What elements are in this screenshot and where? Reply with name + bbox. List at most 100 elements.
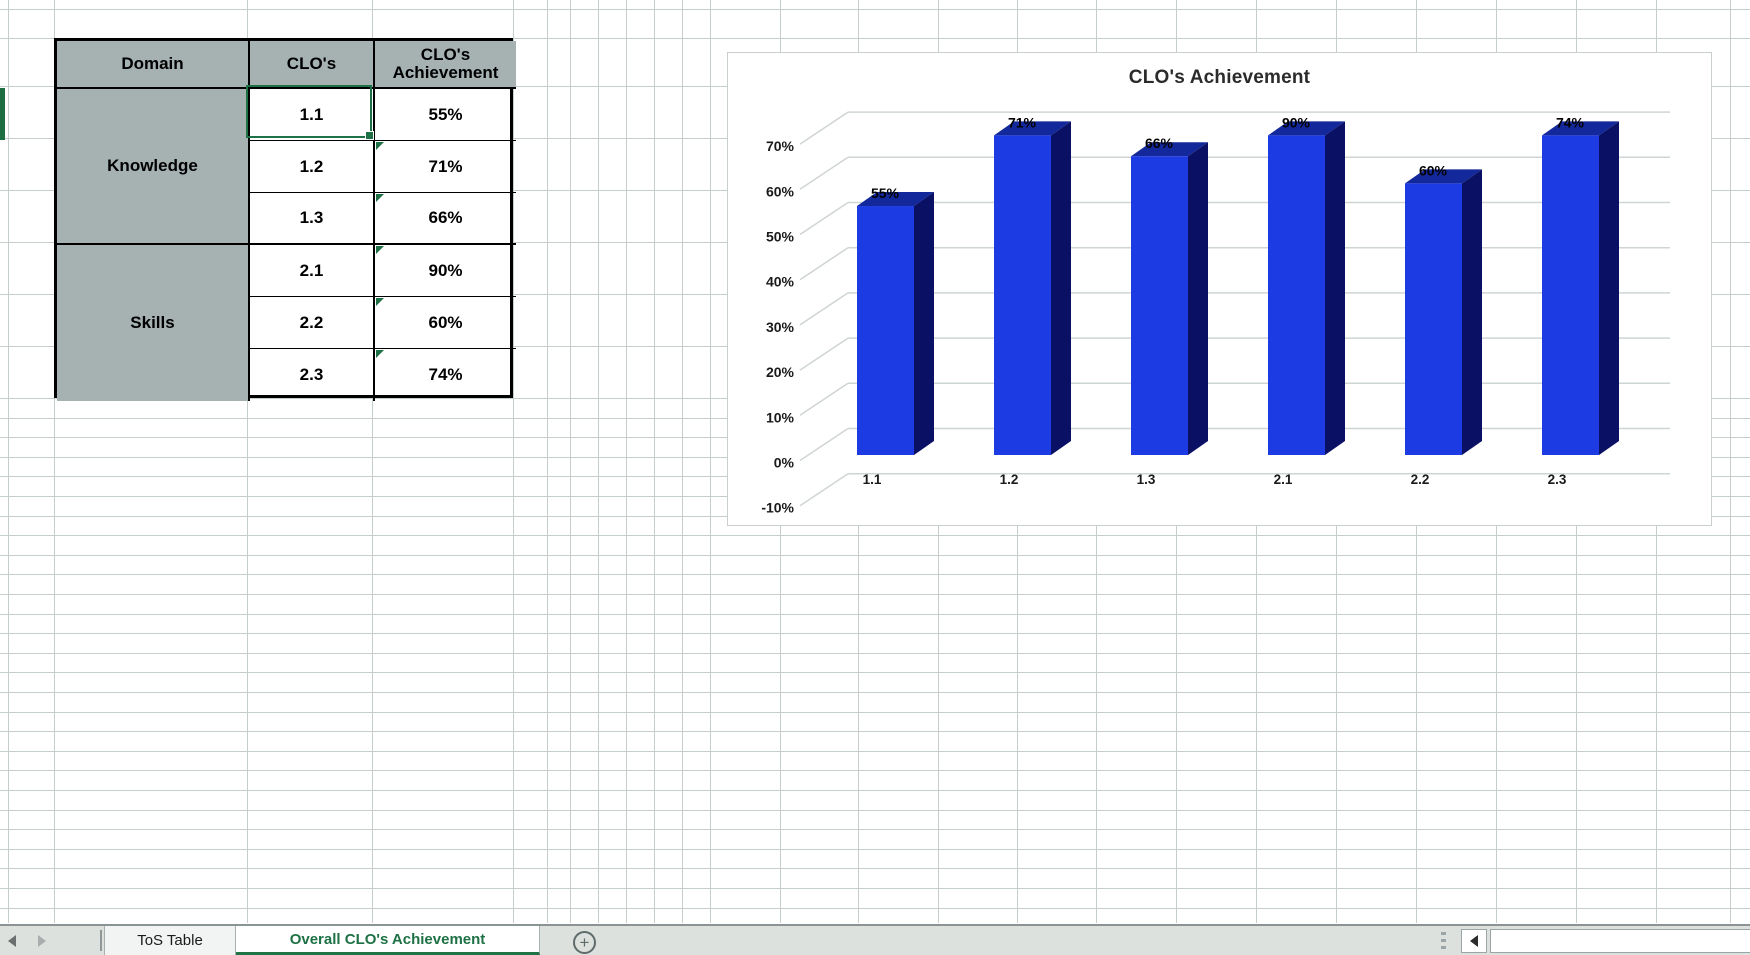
y-axis-tick-label: 10% (766, 409, 795, 425)
formula-warning-triangle-icon (376, 298, 384, 306)
horizontal-scrollbar[interactable] (1490, 929, 1750, 953)
grid-column-line (598, 0, 599, 923)
achievement-cell-1.2[interactable]: 71% (375, 141, 516, 193)
y-axis-tick-label: 20% (766, 364, 795, 380)
y-axis-tick-label: -10% (761, 500, 794, 516)
grid-column-line (626, 0, 627, 923)
grid-row-line (0, 613, 1750, 615)
achievement-cell-2.1[interactable]: 90% (375, 245, 516, 297)
achievement-cell-2.2[interactable]: 60% (375, 297, 516, 349)
formula-warning-triangle-icon (376, 350, 384, 358)
grid-row-line (0, 848, 1750, 850)
y-axis-tick-label: 40% (766, 274, 795, 290)
domain-cell-skills[interactable]: Skills (57, 245, 250, 401)
grid-row-line (0, 809, 1750, 811)
grid-column-line (372, 0, 373, 923)
clo-achievement-chart[interactable]: CLO's Achievement 70% 60% 50% 40% 30% 20% 10% 0… (727, 52, 1712, 526)
left-triangle-icon (1470, 935, 1478, 947)
formula-warning-triangle-icon (376, 246, 384, 254)
grid-row-line (0, 652, 1750, 654)
grid-row-line (0, 770, 1750, 772)
bar-1.1 (857, 206, 914, 455)
chart-title: CLO's Achievement (1128, 67, 1311, 88)
achievement-cell-1.3[interactable]: 66% (375, 193, 516, 245)
grid-row-line (0, 829, 1750, 831)
grid-row-line (0, 633, 1750, 635)
grid-row-line (0, 594, 1750, 595)
sheet-tab-tos-table[interactable]: ToS Table (104, 926, 236, 955)
grid-row-line (0, 750, 1750, 752)
clo-cell-1.2[interactable]: 1.2 (250, 141, 375, 193)
x-axis-category-label: 1.2 (1000, 472, 1019, 487)
tabbar-resize-grip-icon[interactable] (1441, 932, 1446, 951)
x-axis-category-label: 2.2 (1411, 472, 1430, 487)
grid-row-line (0, 790, 1750, 791)
formula-warning-triangle-icon (376, 194, 384, 202)
table-header-3[interactable]: CLO's Achievement (375, 41, 516, 89)
clo-cell-1.3[interactable]: 1.3 (250, 193, 375, 245)
grid-row-line (0, 672, 1750, 674)
previous-sheet-arrow-icon[interactable] (8, 935, 16, 947)
bar-1.3 (1131, 156, 1188, 455)
formula-warning-triangle-icon (376, 142, 384, 150)
grid-column-line (570, 0, 571, 923)
tab-separator (100, 930, 102, 951)
x-axis-category-label: 1.1 (863, 472, 882, 487)
table-header-2[interactable]: CLO's (250, 41, 375, 89)
grid-column-line (682, 0, 683, 923)
sheet-tab-label: ToS Table (137, 932, 203, 949)
grid-column-line (54, 0, 55, 923)
x-axis-category-label: 2.1 (1274, 472, 1293, 487)
bar-data-label: 66% (1145, 135, 1174, 151)
grid-column-line (710, 0, 711, 923)
grid-column-line (247, 0, 248, 923)
fill-handle[interactable] (365, 131, 374, 140)
x-axis-category-label: 1.3 (1137, 472, 1156, 487)
bar-data-label: 90% (1282, 114, 1311, 130)
bar-2.2 (1405, 183, 1462, 455)
bar-1.2 (994, 135, 1051, 455)
clo-cell-1.1[interactable]: 1.1 (250, 89, 375, 141)
bar-2.1 (1268, 135, 1325, 455)
y-axis-tick-label: 50% (766, 229, 795, 245)
bar-2.3 (1542, 135, 1599, 455)
sheet-tab-bar: ToS Table Overall CLO's Achievement + (0, 924, 1750, 955)
grid-column-line (654, 0, 655, 923)
y-axis-tick-label: 0% (774, 455, 795, 471)
3d-bar-chart-plot: 70% 60% 50% 40% 30% 20% 10% 0% -10% 55% 1.1 71% 1.2 6… (761, 111, 1670, 516)
sheet-tab-label: Overall CLO's Achievement (289, 930, 486, 948)
bar-data-label: 74% (1556, 114, 1585, 130)
achievement-cell-2.3[interactable]: 74% (375, 349, 516, 401)
clo-cell-2.1[interactable]: 2.1 (250, 245, 375, 297)
grid-row-line (0, 692, 1750, 693)
grid-row-line (0, 9, 1750, 10)
bar-data-label: 71% (1008, 114, 1037, 130)
new-sheet-button[interactable]: + (573, 931, 596, 954)
grid-column-line (513, 0, 514, 923)
active-row-indicator (0, 88, 5, 140)
grid-row-line (0, 711, 1750, 713)
scroll-left-button[interactable] (1461, 929, 1487, 953)
grid-row-line (0, 574, 1750, 576)
table-header-1[interactable]: Domain (57, 41, 250, 89)
grid-column-line (8, 0, 9, 923)
achievement-cell-1.1[interactable]: 55% (375, 89, 516, 141)
clo-cell-2.3[interactable]: 2.3 (250, 349, 375, 401)
clo-achievement-table: Domain CLO's CLO's Achievement Knowledge 1.1… (54, 38, 516, 401)
grid-row-line (0, 554, 1750, 556)
y-axis-tick-label: 60% (766, 183, 795, 199)
grid-row-line (0, 535, 1750, 537)
next-sheet-arrow-icon[interactable] (38, 935, 46, 947)
grid-row-line (0, 907, 1750, 909)
y-axis-tick-label: 30% (766, 319, 795, 335)
bar-data-label: 60% (1419, 162, 1448, 178)
sheet-tab-overall-clo-achievement[interactable]: Overall CLO's Achievement (236, 926, 540, 955)
y-axis-tick-label: 70% (766, 138, 795, 154)
grid-row-line (0, 731, 1750, 733)
grid-row-line (0, 38, 1750, 39)
selected-cell-outline (246, 85, 374, 140)
domain-cell-knowledge[interactable]: Knowledge (57, 89, 250, 245)
clo-cell-2.2[interactable]: 2.2 (250, 297, 375, 349)
grid-row-line (0, 868, 1750, 870)
